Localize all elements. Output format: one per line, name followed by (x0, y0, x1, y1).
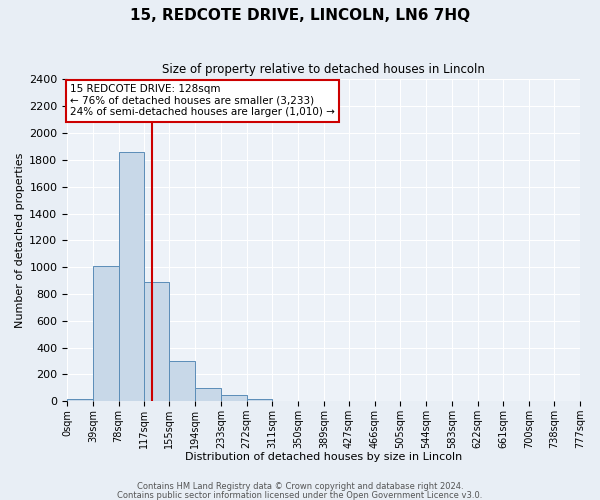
Bar (145, 282, 169, 401)
Bar (119, 152, 145, 401)
Bar (247, 398, 272, 401)
Bar (195, 388, 221, 401)
Bar (272, 400, 298, 401)
Bar (221, 395, 247, 401)
Text: Contains HM Land Registry data © Crown copyright and database right 2024.: Contains HM Land Registry data © Crown c… (137, 482, 463, 491)
Title: Size of property relative to detached houses in Lincoln: Size of property relative to detached ho… (162, 62, 485, 76)
X-axis label: Distribution of detached houses by size in Lincoln: Distribution of detached houses by size … (185, 452, 462, 462)
Text: 15, REDCOTE DRIVE, LINCOLN, LN6 7HQ: 15, REDCOTE DRIVE, LINCOLN, LN6 7HQ (130, 8, 470, 22)
Bar (93, 266, 119, 401)
Bar (67, 398, 93, 401)
Y-axis label: Number of detached properties: Number of detached properties (15, 152, 25, 328)
Bar (169, 361, 195, 401)
Text: Contains public sector information licensed under the Open Government Licence v3: Contains public sector information licen… (118, 490, 482, 500)
Text: 15 REDCOTE DRIVE: 128sqm
← 76% of detached houses are smaller (3,233)
24% of sem: 15 REDCOTE DRIVE: 128sqm ← 76% of detach… (70, 84, 335, 117)
